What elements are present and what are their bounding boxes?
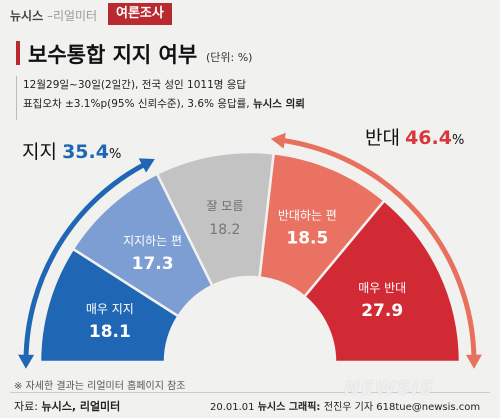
footer-note: ※ 자세한 결과는 리얼미터 홈페이지 참조: [14, 381, 186, 392]
brand: 뉴시스 –리얼미터: [10, 7, 97, 24]
oppose-callout: 반대 46.4%: [365, 123, 464, 150]
newsis-watermark: NEWSIS: [344, 377, 435, 399]
footer-graphic-credit: 전진우 기자 618tue@newsis.com: [323, 402, 481, 413]
footer-source: 자료: 뉴시스, 리얼미터: [14, 398, 120, 414]
brand-name: 뉴시스: [10, 9, 44, 23]
support-arrow-head-end: [138, 158, 155, 173]
support-callout: 지지 35.4%: [22, 137, 121, 164]
slice-5: [302, 198, 462, 364]
footer-graphic-label: 뉴시스 그래픽:: [257, 402, 324, 413]
survey-commissioner: 뉴시스 의뢰: [252, 98, 305, 110]
footer-source-value: 뉴시스, 리얼미터: [41, 400, 121, 413]
footer-credit: 20.01.01 뉴시스 그래픽: 전진우 기자 618tue@newsis.c…: [210, 398, 480, 413]
title-accent-bar: [16, 41, 20, 65]
support-callout-value: 35.4: [62, 141, 109, 163]
category-tag: 여론조사: [108, 3, 172, 25]
footer-divider: [10, 392, 490, 393]
survey-info: 12월29일~30일(2일간), 전국 성인 1011명 응답 표집오차 ±3.…: [16, 76, 356, 120]
unit-label: (단위: %): [206, 51, 253, 64]
support-callout-percent: %: [108, 147, 122, 162]
slice-value-5: 27.9: [361, 301, 403, 321]
survey-info-line2-text: 표집오차 ±3.1%p(95% 신뢰수준), 3.6% 응답률,: [23, 98, 253, 110]
brand-sub: –리얼미터: [43, 9, 98, 23]
slice-label-1: 매우 지지: [86, 302, 134, 316]
oppose-arrow-arc: [279, 137, 477, 360]
oppose-callout-value: 46.4: [405, 127, 452, 149]
footer-source-label: 자료:: [14, 400, 42, 413]
slice-value-1: 18.1: [89, 322, 131, 342]
support-callout-label: 지지: [22, 141, 57, 163]
oppose-callout-percent: %: [451, 133, 465, 148]
chart-title: 보수통합 지지 여부: [28, 43, 198, 67]
oppose-callout-label: 반대: [365, 127, 400, 149]
slice-label-2: 지지하는 편: [123, 234, 182, 248]
survey-info-line1: 12월29일~30일(2일간), 전국 성인 1011명 응답: [23, 79, 247, 91]
support-arrow-arc: [23, 160, 148, 360]
slice-label-5: 매우 반대: [358, 281, 406, 295]
slice-value-4: 18.5: [286, 229, 328, 249]
survey-info-line2: 표집오차 ±3.1%p(95% 신뢰수준), 3.6% 응답률, 뉴시스 의뢰: [23, 95, 356, 114]
footer-date: 20.01.01: [210, 402, 258, 413]
slice-label-4: 반대하는 편: [278, 209, 337, 223]
slice-value-2: 17.3: [132, 254, 174, 274]
slice-label-3: 잘 모름: [206, 199, 243, 213]
oppose-arrow-head-start: [270, 132, 286, 149]
support-arrow-head-start: [18, 354, 35, 369]
top-bar: 뉴시스 –리얼미터 여론조사: [0, 0, 500, 30]
slice-value-3: 18.2: [209, 222, 240, 238]
oppose-arrow-head-end: [465, 354, 482, 369]
